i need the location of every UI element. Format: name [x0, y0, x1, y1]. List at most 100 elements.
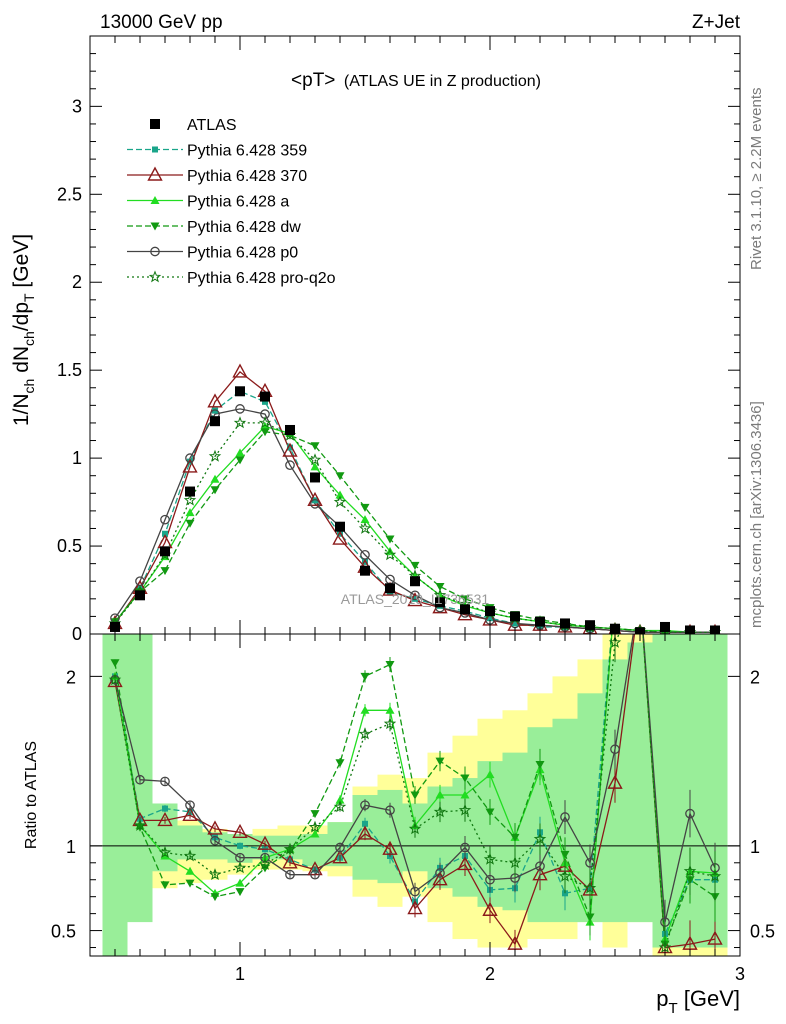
data-point-pq2o: [308, 453, 322, 466]
y-tick-label: 0: [72, 624, 82, 644]
ratio-point-pq2o: [635, 586, 645, 595]
ratio-point-pq2o: [258, 857, 272, 870]
ratio-point-pq2o: [483, 852, 497, 865]
data-point-pdw: [335, 472, 345, 481]
ratio-point-pdw: [585, 913, 595, 922]
data-point-pq2o: [383, 548, 397, 561]
ratio-y-tick-label-right: 1: [750, 837, 760, 857]
ratio-series-markers: [107, 586, 723, 956]
ratio-point-pa: [385, 705, 395, 714]
legend-marker-pdw: [150, 222, 160, 231]
ratio-point-p370: [407, 900, 423, 915]
ratio-point-pa: [460, 790, 470, 799]
ratio-point-pq2o: [708, 869, 722, 882]
data-point-pq2o: [358, 521, 372, 534]
data-point-atlas: [385, 583, 395, 594]
data-point-atlas: [160, 546, 170, 557]
data-point-pa: [335, 490, 345, 499]
y-tick-label: 2.5: [57, 184, 82, 204]
ratio-point-p370: [257, 835, 273, 850]
legend-label-p359: Pythia 6.428 359: [187, 143, 307, 160]
rivet-version-label: Rivet 3.1.10, ≥ 2.2M events: [748, 88, 765, 271]
x-tick-label: 3: [735, 964, 745, 984]
legend-marker-p359: [152, 146, 158, 153]
ratio-point-pa: [185, 866, 195, 875]
x-tick-label: 2: [485, 964, 495, 984]
mcplots-label: mcplots.cern.ch [arXiv:1306.3436]: [748, 401, 765, 628]
main-y-axis: 0 0.5 1 1.5 2 2.5 3: [57, 35, 740, 644]
data-point-pp0: [235, 404, 245, 414]
ratio-point-pq2o: [233, 861, 247, 874]
ratio-point-pq2o: [408, 822, 422, 835]
plot-title: <pT> (ATLAS UE in Z production): [291, 70, 541, 91]
ratio-point-pdw: [210, 893, 220, 902]
data-point-p370: [407, 592, 423, 607]
data-point-pp0: [410, 590, 420, 601]
data-point-p359: [412, 595, 418, 602]
ratio-point-pq2o: [358, 727, 372, 740]
ratio-point-pq2o: [533, 832, 547, 845]
ratio-point-pq2o: [608, 635, 622, 648]
ratio-point-p370: [707, 930, 723, 945]
ratio-point-p370: [357, 825, 373, 840]
main-x-axis: [89, 36, 741, 634]
ratio-point-pp0: [610, 744, 620, 755]
header-process: Z+Jet: [692, 12, 741, 33]
data-point-atlas: [585, 620, 595, 631]
ratio-point-pdw: [435, 757, 445, 766]
data-point-atlas: [535, 616, 545, 627]
legend-label-pdw: Pythia 6.428 dw: [187, 219, 301, 236]
y-tick-label: 3: [72, 96, 82, 116]
data-point-p359: [212, 407, 218, 414]
ratio-point-pa: [310, 829, 320, 838]
ratio-point-p370: [232, 823, 248, 838]
ratio-point-pp0: [685, 808, 695, 819]
data-point-pp0: [160, 514, 170, 525]
data-point-pp0: [285, 460, 295, 471]
ratio-point-pdw: [160, 881, 170, 890]
data-point-p370: [232, 363, 248, 378]
data-point-atlas: [185, 486, 195, 497]
ratio-y-tick-label-left: 2: [66, 667, 76, 687]
ratio-point-pa: [235, 878, 245, 887]
data-point-pa: [310, 462, 320, 471]
data-point-pp0: [310, 498, 320, 509]
x-tick-label: 1: [235, 964, 245, 984]
ratio-point-pq2o: [283, 842, 297, 855]
data-point-pdw: [185, 519, 195, 528]
ratio-point-pp0: [460, 842, 470, 853]
ratio-point-pq2o: [583, 881, 597, 894]
data-point-p359: [512, 620, 518, 627]
ratio-point-pq2o: [308, 820, 322, 833]
y-tick-label: 1.5: [57, 360, 82, 380]
ratio-point-pa: [435, 790, 445, 799]
data-point-pdw: [410, 561, 420, 570]
ratio-point-pdw: [110, 659, 120, 668]
ratio-point-pdw: [235, 888, 245, 897]
data-point-pq2o: [233, 416, 247, 429]
data-point-atlas: [435, 597, 445, 608]
legend-label-pp0: Pythia 6.428 p0: [187, 245, 298, 262]
ratio-point-pa: [485, 770, 495, 779]
ratio-point-pp0: [636, 587, 644, 595]
data-point-atlas: [235, 386, 245, 397]
band-green: [627, 642, 653, 923]
ratio-point-pq2o: [508, 856, 522, 869]
ratio-point-p359: [162, 805, 168, 812]
data-point-p359: [187, 458, 193, 465]
ratio-point-pdw: [410, 791, 420, 800]
data-point-p370: [307, 491, 323, 507]
data-point-pdw: [385, 535, 395, 544]
data-point-p359: [362, 558, 368, 565]
ratio-point-pdw: [611, 588, 620, 596]
ratio-point-p370: [457, 856, 473, 871]
ratio-point-pq2o: [458, 803, 472, 816]
ratio-point-pa: [335, 795, 345, 804]
data-point-p359: [487, 615, 493, 622]
main-panel: 0 0.5 1 1.5 2 2.5 3: [57, 35, 741, 644]
legend-marker-pq2o: [148, 270, 162, 283]
ratio-point-pa: [636, 587, 645, 595]
ratio-point-pp0: [560, 812, 570, 822]
data-point-pp0: [185, 453, 195, 463]
ratio-point-p359: [612, 589, 618, 595]
